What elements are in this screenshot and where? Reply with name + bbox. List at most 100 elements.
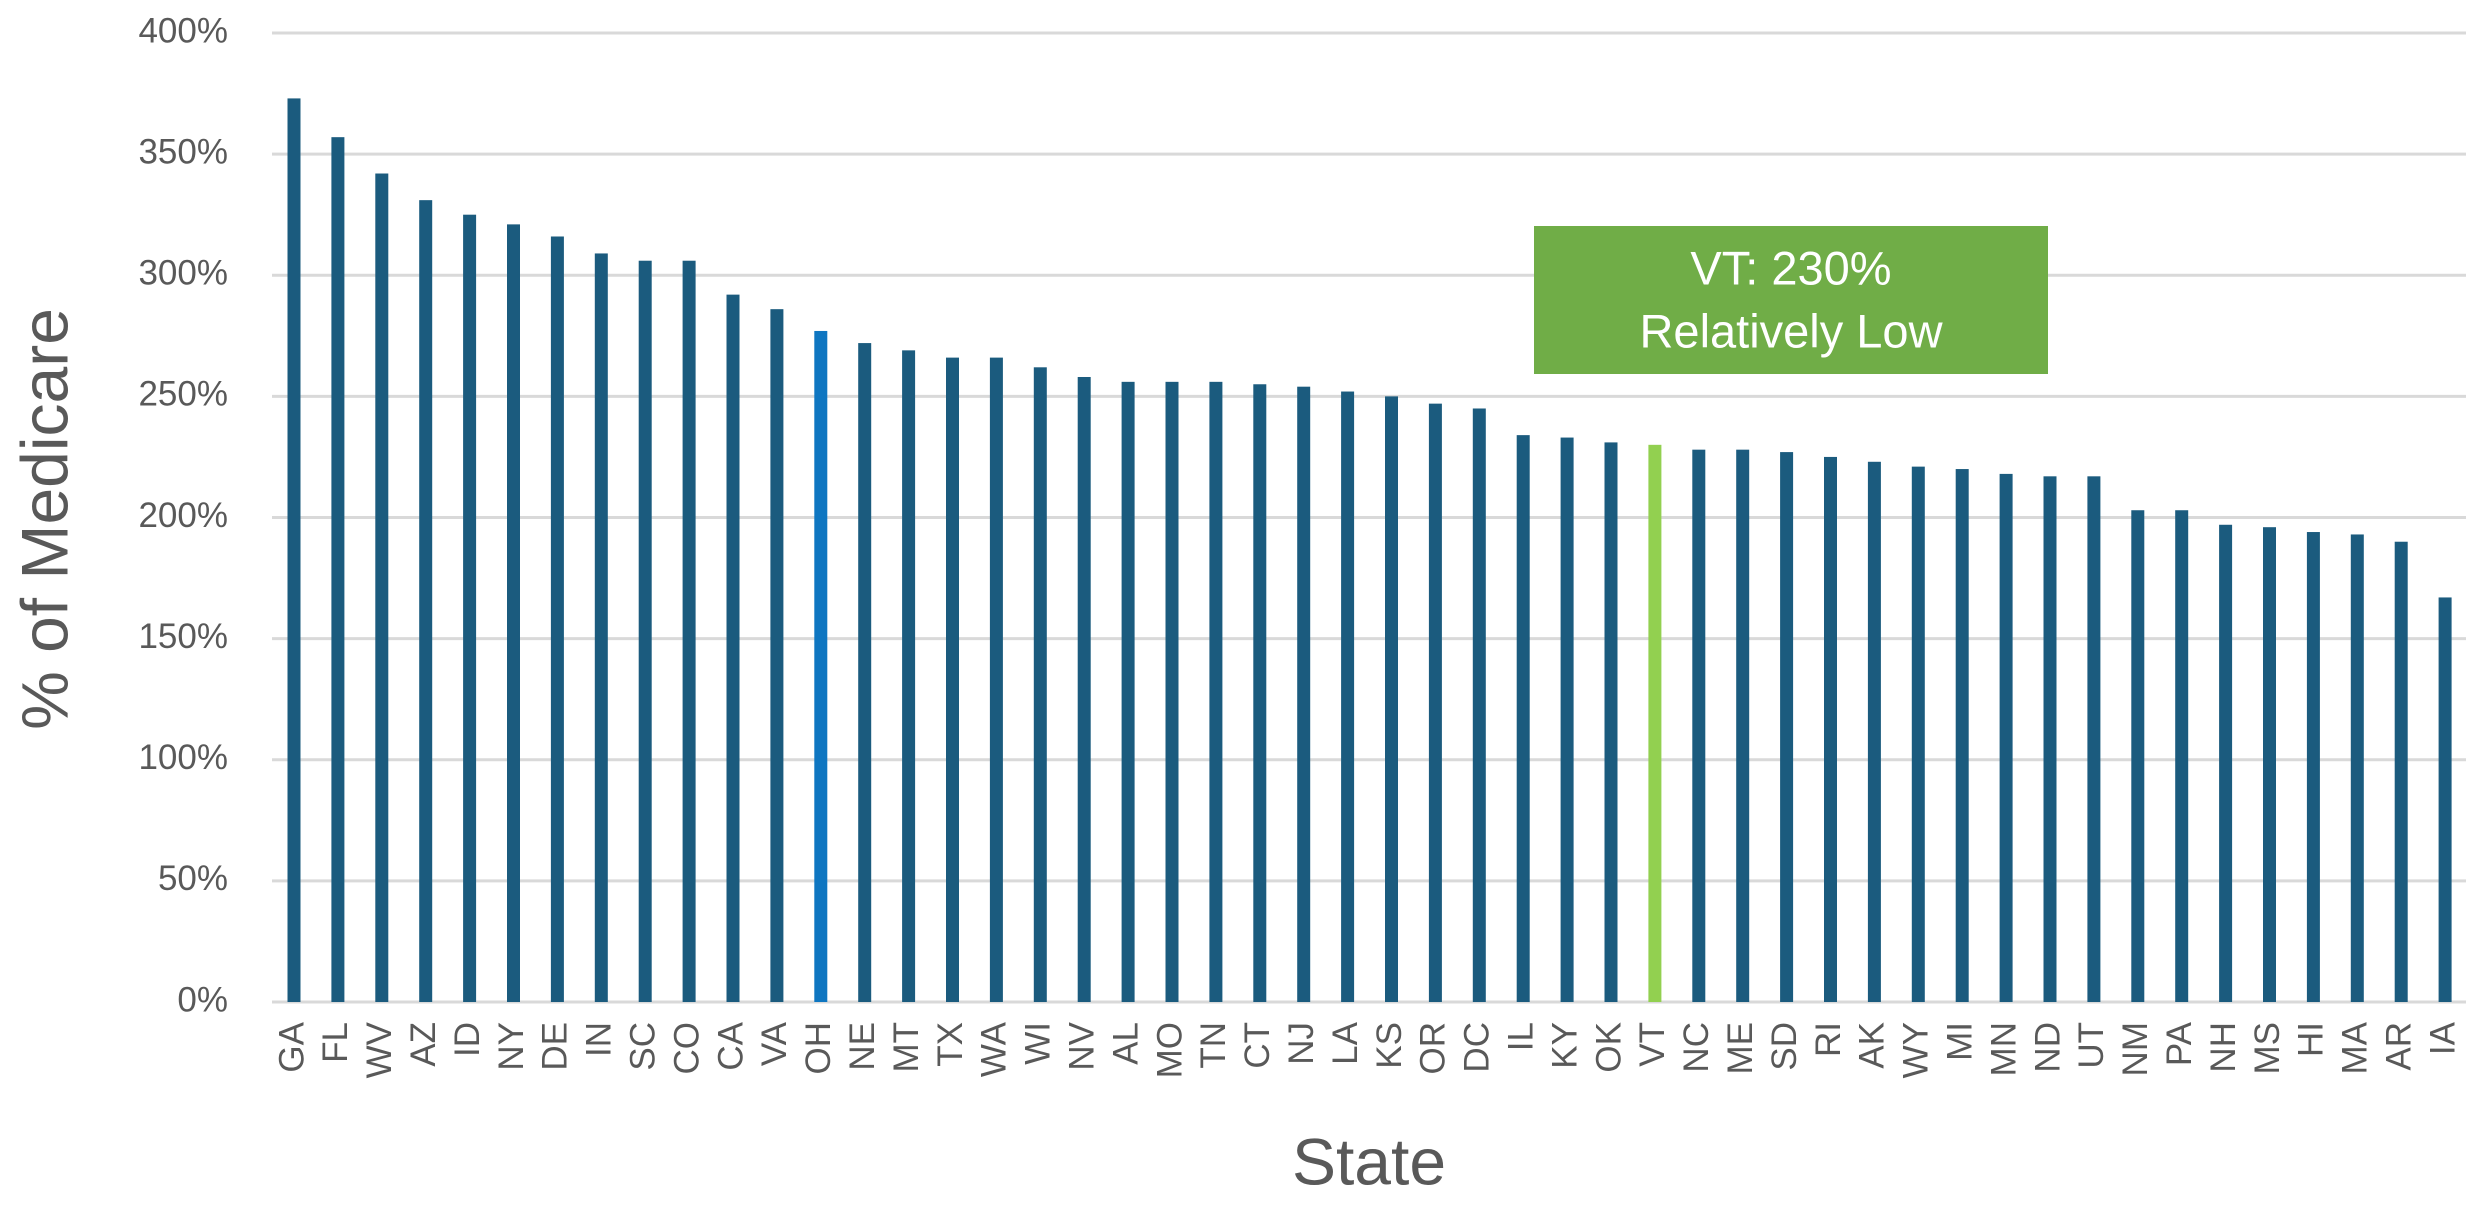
bar xyxy=(331,137,345,1003)
bar xyxy=(507,224,520,1002)
bar xyxy=(989,357,1003,1002)
x-axis-title: State xyxy=(1292,1124,1446,1198)
x-tick-label: MT xyxy=(887,1022,926,1073)
bar xyxy=(1692,449,1706,1002)
bar xyxy=(1428,403,1442,1003)
x-tick-label: NM xyxy=(2116,1022,2155,1076)
bar xyxy=(1867,461,1881,1003)
y-tick-label: 100% xyxy=(138,738,228,777)
bar xyxy=(2175,510,2189,1002)
x-tick-label: NV xyxy=(1062,1021,1101,1070)
x-tick-label: IL xyxy=(1501,1022,1540,1051)
x-tick-label: FL xyxy=(316,1022,355,1063)
x-tick-label: DC xyxy=(1458,1022,1497,1073)
bar xyxy=(1560,437,1574,1002)
bar xyxy=(2306,532,2320,1002)
y-tick-label: 250% xyxy=(138,375,228,414)
x-tick-label: IN xyxy=(580,1022,619,1057)
x-tick-label: TN xyxy=(1194,1022,1233,1069)
bar xyxy=(287,98,301,1003)
bar xyxy=(1033,367,1047,1002)
bar xyxy=(682,260,696,1003)
x-tick-label: AL xyxy=(1106,1022,1145,1065)
y-tick-label: 200% xyxy=(138,496,228,535)
y-axis-title: % of Medicare xyxy=(7,308,81,730)
y-tick-label: 300% xyxy=(138,254,228,293)
bar xyxy=(1780,452,1794,1002)
bar xyxy=(594,253,608,1002)
bar xyxy=(2350,534,2364,1002)
bar xyxy=(1297,386,1311,1002)
x-tick-label: VT xyxy=(1633,1022,1672,1067)
y-tick-label: 350% xyxy=(138,132,228,171)
bar xyxy=(1516,435,1530,1002)
bar xyxy=(2043,476,2057,1002)
bar xyxy=(1121,381,1135,1003)
bar xyxy=(814,330,828,1002)
x-tick-label: HI xyxy=(2292,1022,2331,1057)
x-tick-label: TX xyxy=(931,1022,970,1067)
x-tick-label: WA xyxy=(975,1021,1014,1077)
bar xyxy=(419,200,433,1003)
x-tick-label: MA xyxy=(2336,1021,2375,1074)
bar xyxy=(1209,381,1223,1003)
x-tick-label: WV xyxy=(360,1021,399,1078)
bar xyxy=(2219,524,2233,1002)
bar xyxy=(726,294,740,1002)
bar xyxy=(2087,476,2101,1002)
x-tick-label: SC xyxy=(623,1022,662,1071)
bar xyxy=(1911,466,1925,1002)
x-tick-label: ID xyxy=(448,1022,487,1057)
bar xyxy=(1341,391,1355,1002)
bar xyxy=(1077,376,1091,1002)
annotation-text: VT: 230% xyxy=(1690,241,1891,294)
bar xyxy=(550,236,564,1003)
x-tick-label: OH xyxy=(799,1022,838,1075)
bar xyxy=(1385,396,1398,1002)
x-tick-label: MI xyxy=(1940,1022,1979,1061)
bar xyxy=(902,350,916,1002)
bar xyxy=(1472,408,1486,1002)
x-tick-label: DE xyxy=(536,1022,575,1071)
x-tick-label: OK xyxy=(1589,1022,1628,1073)
x-tick-label: CT xyxy=(1238,1022,1277,1069)
bar xyxy=(1736,449,1750,1002)
x-tick-label: SD xyxy=(1765,1022,1804,1071)
bar xyxy=(1604,442,1618,1003)
x-tick-label: MO xyxy=(1150,1022,1189,1078)
x-tick-label: OR xyxy=(1414,1022,1453,1075)
x-tick-label: RI xyxy=(1809,1022,1848,1057)
x-tick-label: ME xyxy=(1721,1022,1760,1075)
y-tick-label: 400% xyxy=(138,11,228,50)
bar xyxy=(2131,510,2145,1002)
x-tick-label: NE xyxy=(843,1022,882,1071)
y-tick-label: 0% xyxy=(177,980,228,1019)
x-tick-label: AK xyxy=(1853,1022,1892,1069)
x-tick-label: GA xyxy=(272,1021,311,1072)
x-tick-label: MS xyxy=(2248,1022,2287,1075)
y-tick-label: 50% xyxy=(158,859,228,898)
x-tick-label: WY xyxy=(1897,1022,1936,1078)
x-tick-label: VA xyxy=(755,1021,794,1066)
bar xyxy=(1253,384,1267,1002)
bar xyxy=(2394,541,2408,1002)
y-tick-label: 150% xyxy=(138,617,228,656)
bar xyxy=(770,309,784,1002)
x-tick-label: UT xyxy=(2072,1022,2111,1069)
x-tick-label: KS xyxy=(1370,1022,1409,1069)
bar xyxy=(1824,456,1837,1002)
x-tick-label: PA xyxy=(2160,1021,2199,1066)
x-tick-label: WI xyxy=(1019,1022,1058,1065)
x-tick-label: IA xyxy=(2423,1021,2462,1055)
bar xyxy=(946,357,959,1002)
x-tick-label: CO xyxy=(667,1022,706,1075)
bar xyxy=(1165,381,1179,1003)
x-tick-label: AZ xyxy=(404,1022,443,1067)
x-tick-label: NH xyxy=(2204,1022,2243,1073)
bar xyxy=(858,343,872,1003)
x-tick-label: MN xyxy=(1984,1022,2023,1076)
bar xyxy=(2263,527,2276,1002)
bar xyxy=(1955,469,1969,1002)
bar xyxy=(2438,597,2452,1002)
